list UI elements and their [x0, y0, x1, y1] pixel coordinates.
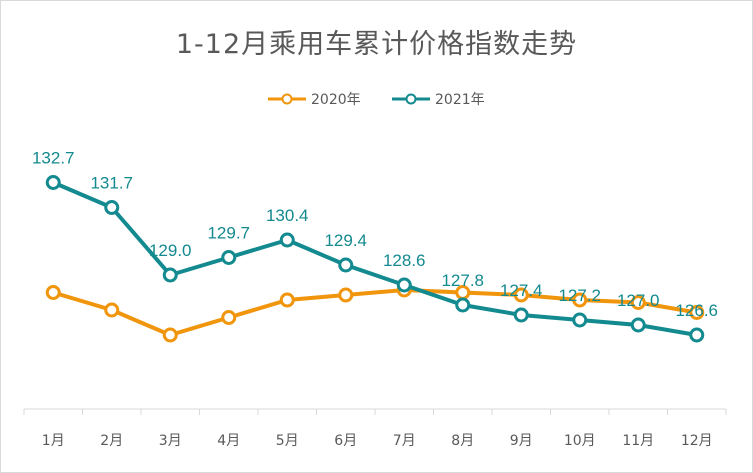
legend-marker: [281, 93, 293, 105]
data-point: [338, 287, 354, 303]
data-point: [338, 257, 354, 273]
data-label: 127.4: [500, 281, 543, 300]
data-point: [279, 292, 295, 308]
x-tick-label: 5月: [276, 433, 299, 449]
x-tick-label: 4月: [217, 433, 240, 449]
x-tick-label: 8月: [451, 433, 474, 449]
data-point: [221, 310, 237, 325]
data-point: [513, 287, 529, 303]
data-label: 129.7: [207, 224, 250, 243]
x-tick-label: 10月: [564, 433, 596, 449]
data-label: 129.4: [324, 231, 367, 250]
x-tick-label: 3月: [159, 433, 182, 449]
data-label: 132.7: [32, 149, 75, 168]
data-point: [162, 267, 178, 283]
data-point: [572, 292, 588, 308]
data-label: 131.7: [90, 174, 133, 193]
data-label: 127.2: [558, 286, 601, 305]
x-tick-label: 6月: [334, 433, 357, 449]
data-point: [45, 175, 61, 190]
legend-entry: 2021年: [435, 92, 485, 108]
legend-entry: 2020年: [311, 92, 361, 108]
data-point: [396, 277, 412, 293]
x-tick-label: 9月: [510, 433, 533, 449]
series-line: [52, 180, 698, 337]
data-point: [104, 200, 120, 215]
data-point: [689, 327, 705, 343]
data-label: 128.6: [383, 251, 426, 270]
data-point: [104, 302, 120, 318]
x-tick-label: 2月: [100, 433, 123, 449]
data-label: 127.8: [441, 271, 484, 290]
data-point: [45, 285, 61, 300]
data-point: [279, 232, 295, 248]
x-tick-label: 1月: [42, 433, 65, 449]
data-point: [572, 312, 588, 328]
x-tick-label: 7月: [393, 433, 416, 449]
data-label: 130.4: [266, 206, 309, 225]
legend-marker: [405, 93, 417, 105]
data-label: 126.6: [675, 301, 718, 320]
x-axis: 1月 2月 3月 4月 5月 6月 7月 8月 9月 10月 11月 12月: [23, 408, 727, 449]
x-tick-label: 11月: [622, 433, 654, 449]
x-tick-label: 12月: [681, 433, 713, 449]
series-line: [52, 288, 698, 337]
data-labels: 132.7 131.7 129.0 129.7 130.4 129.4 128.6 127.8…: [32, 149, 718, 321]
data-point: [689, 305, 705, 320]
data-point: [162, 327, 178, 343]
data-point: [221, 250, 237, 265]
data-label: 127.0: [617, 291, 660, 310]
data-point: [630, 295, 646, 310]
legend: 2020年 2021年: [268, 92, 485, 108]
data-point: [630, 317, 646, 333]
data-point: [513, 307, 529, 323]
data-label: 129.0: [149, 241, 192, 260]
data-point: [455, 297, 471, 313]
series-layer: [45, 175, 705, 343]
chart-title: 1-12月乘用车累计价格指数走势: [175, 29, 578, 60]
